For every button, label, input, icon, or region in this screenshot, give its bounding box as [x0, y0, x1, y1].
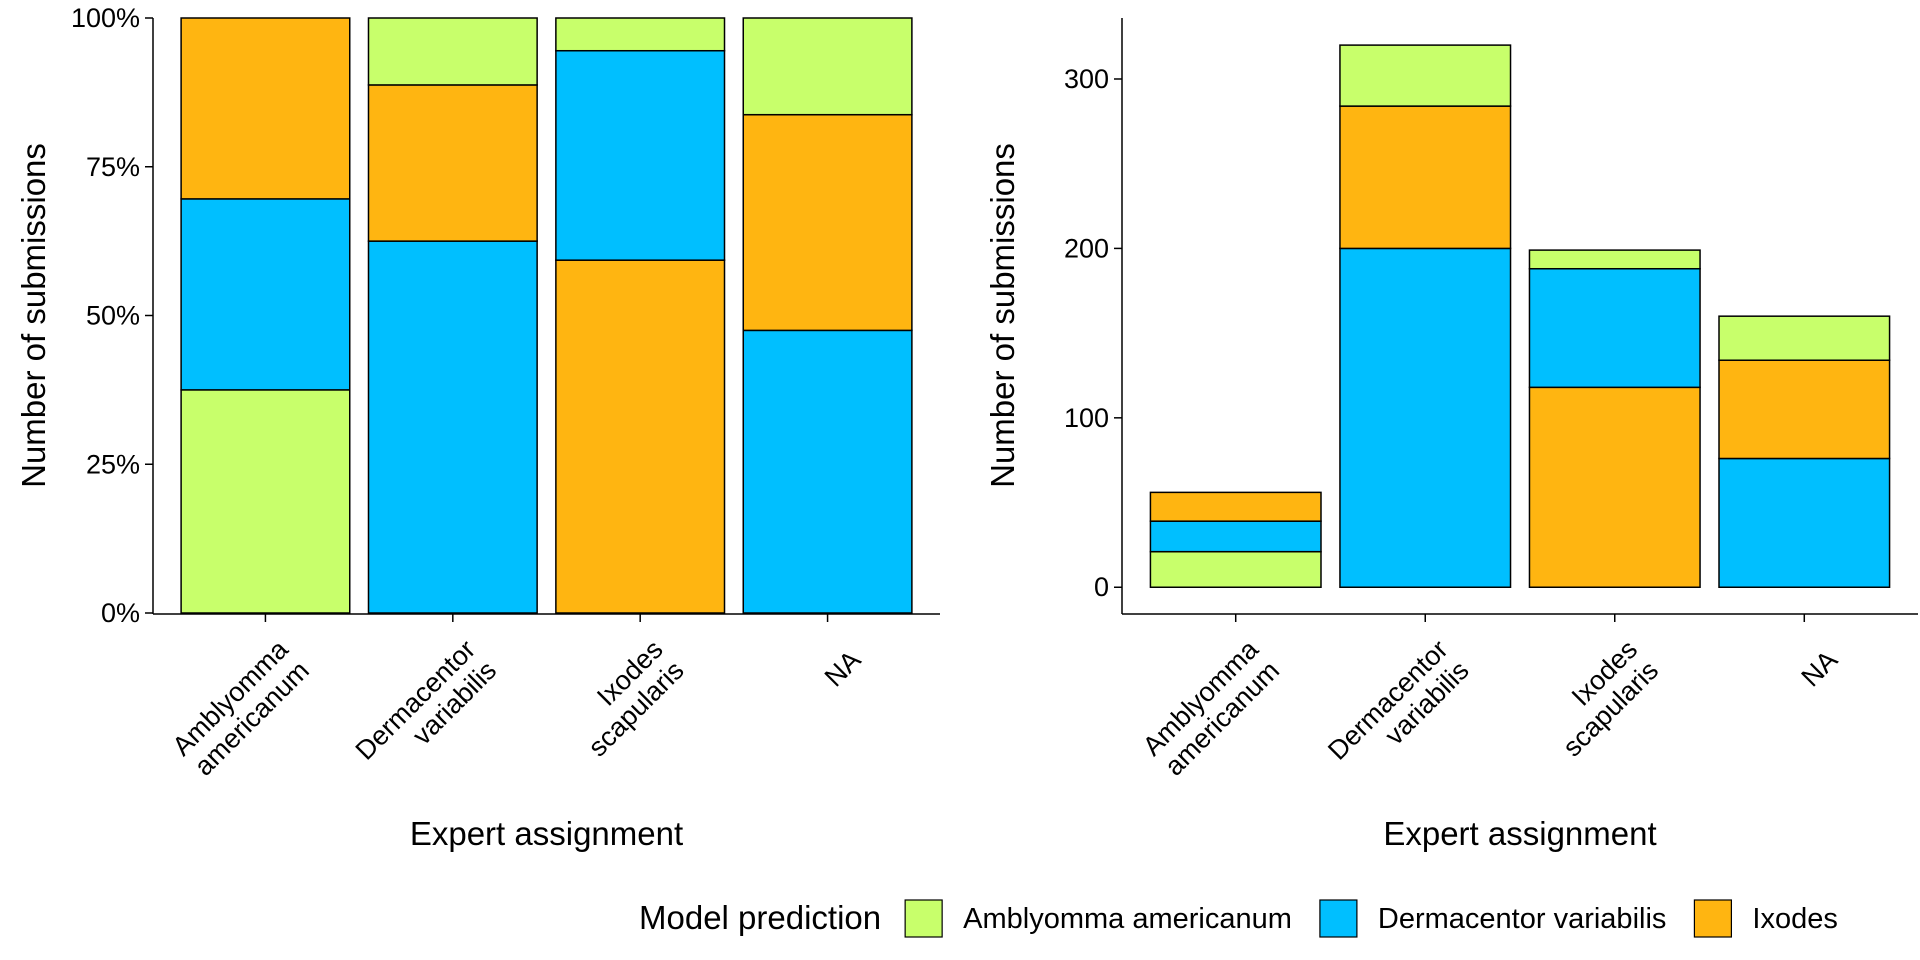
- x-axis-title: Expert assignment: [1383, 815, 1656, 852]
- x-tick-label: Dermacentorvariabilis: [350, 634, 503, 787]
- bar-segment: [742, 113, 913, 332]
- bar-segment: [1149, 491, 1322, 522]
- x-tick-label: Amblyommaamericanum: [167, 634, 316, 783]
- x-tick-label-group: Amblyommaamericanum: [1137, 634, 1286, 783]
- x-tick-label: Ixodesscapularis: [1536, 634, 1664, 762]
- bar-segment: [555, 259, 726, 614]
- bar-segment: [367, 84, 538, 242]
- y-axis-title: Number of submissions: [984, 143, 1021, 488]
- y-tick-label: 0: [1094, 572, 1109, 602]
- x-tick-label-group: Ixodesscapularis: [1536, 634, 1664, 762]
- bar-segment: [1528, 267, 1701, 389]
- legend-title: Model prediction: [639, 899, 881, 936]
- y-tick-label: 100%: [71, 3, 140, 33]
- bar-segment: [1339, 105, 1512, 250]
- x-tick-label: Dermacentorvariabilis: [1322, 634, 1475, 787]
- y-tick-label: 75%: [86, 152, 140, 182]
- bar-segment: [1339, 44, 1512, 107]
- legend-label: Amblyomma americanum: [963, 903, 1292, 935]
- bar-segment: [367, 17, 538, 86]
- bar-segment: [367, 240, 538, 614]
- x-tick-label: NA: [1795, 645, 1843, 693]
- y-tick-label: 300: [1064, 64, 1109, 94]
- bar-segment: [1528, 386, 1701, 588]
- bar-segment: [555, 17, 726, 52]
- bar-segment: [1149, 550, 1322, 588]
- y-tick-label: 200: [1064, 233, 1109, 263]
- bar-segment: [180, 198, 351, 391]
- x-tick-label: NA: [819, 645, 867, 693]
- y-tick-label: 100: [1064, 403, 1109, 433]
- legend-label: Dermacentor variabilis: [1378, 903, 1667, 935]
- bar-segment: [1718, 457, 1891, 588]
- bar-segment: [1339, 247, 1512, 588]
- legend-key: [904, 899, 943, 938]
- x-tick-label-group: Amblyommaamericanum: [167, 634, 316, 783]
- bar-segment: [1528, 249, 1701, 270]
- legend-label: Ixodes: [1752, 903, 1837, 935]
- bar-segment: [180, 17, 351, 200]
- y-tick-label: 25%: [86, 449, 140, 479]
- x-tick-label-group: Ixodesscapularis: [561, 634, 689, 762]
- x-tick-label-group: Dermacentorvariabilis: [1322, 634, 1475, 787]
- bar-segment: [1718, 359, 1891, 460]
- x-tick-label-group: Dermacentorvariabilis: [350, 634, 503, 787]
- y-tick-label: 0%: [101, 598, 140, 628]
- bar-segment: [555, 49, 726, 261]
- y-tick-label: 50%: [86, 301, 140, 331]
- legend-key: [1693, 899, 1733, 938]
- x-tick-label: Amblyommaamericanum: [1137, 634, 1286, 783]
- bar-segment: [1718, 315, 1891, 361]
- x-tick-label-group: NA: [1795, 645, 1843, 693]
- bar-segment: [1149, 520, 1322, 553]
- bar-segment: [180, 389, 351, 614]
- bar-segment: [742, 17, 913, 116]
- x-tick-label-group: NA: [819, 645, 867, 693]
- x-tick-label: Ixodesscapularis: [561, 634, 689, 762]
- x-axis-title: Expert assignment: [410, 815, 683, 852]
- y-axis-title: Number of submissions: [15, 143, 52, 488]
- bar-segment: [742, 329, 913, 614]
- legend-key: [1319, 899, 1358, 938]
